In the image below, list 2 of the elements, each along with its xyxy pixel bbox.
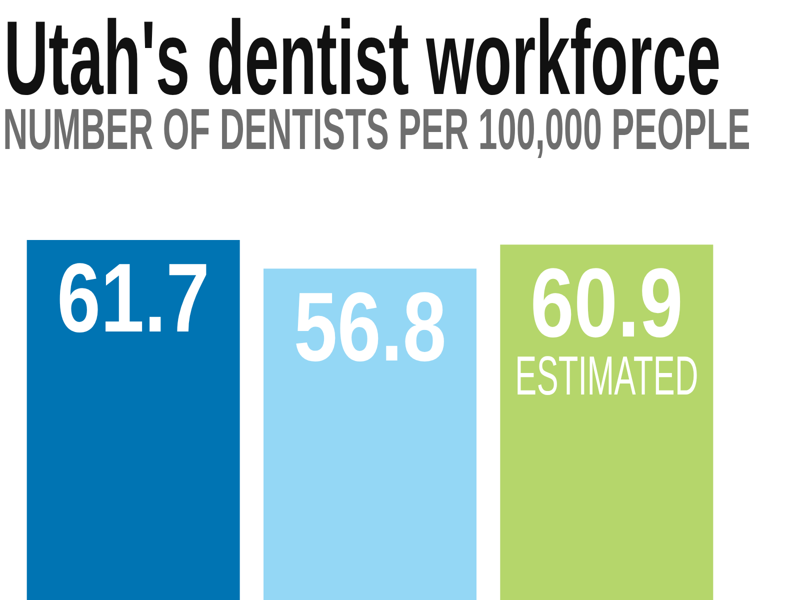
data-label: 61.7 — [57, 243, 210, 353]
data-label: 56.8 — [294, 272, 446, 382]
